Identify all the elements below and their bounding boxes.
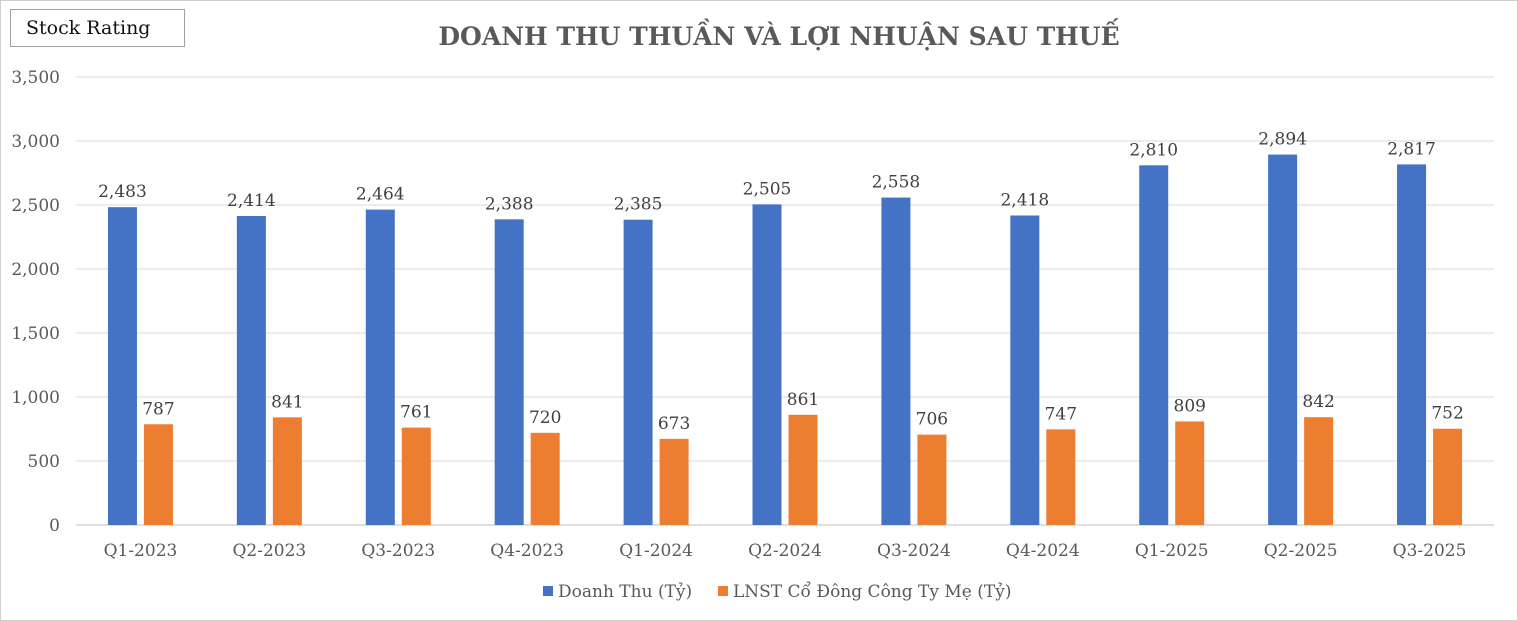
revenue-bar[interactable] bbox=[752, 204, 782, 526]
x-tick-label: Q2-2025 bbox=[1264, 541, 1338, 561]
profit-data-label: 861 bbox=[787, 390, 819, 410]
revenue-data-label: 2,385 bbox=[614, 195, 663, 215]
profit-data-label: 752 bbox=[1431, 404, 1463, 424]
y-tick-label: 1,500 bbox=[11, 324, 60, 344]
x-tick-label: Q4-2024 bbox=[1006, 541, 1080, 561]
y-tick-label: 2,000 bbox=[11, 260, 60, 280]
revenue-data-label: 2,558 bbox=[872, 173, 921, 193]
profit-bar[interactable] bbox=[1433, 428, 1463, 525]
revenue-bar[interactable] bbox=[236, 216, 266, 525]
legend[interactable]: Doanh Thu (Tỷ) LNST Cổ Đông Công Ty Mẹ (T… bbox=[543, 582, 1011, 602]
revenue-data-label: 2,388 bbox=[485, 194, 534, 214]
revenue-bar[interactable] bbox=[1268, 154, 1298, 525]
revenue-data-label: 2,414 bbox=[227, 191, 276, 211]
profit-data-label: 706 bbox=[916, 410, 948, 430]
revenue-data-label: 2,464 bbox=[356, 185, 405, 205]
revenue-legend-label[interactable]: Doanh Thu (Tỷ) bbox=[558, 582, 692, 602]
data-labels: 2,483 787 2,414 841 2,464 761 2,388 720 2,385 673… bbox=[98, 130, 1464, 434]
revenue-bar[interactable] bbox=[1010, 215, 1040, 525]
x-tick-label: Q3-2025 bbox=[1393, 541, 1467, 561]
revenue-data-label: 2,810 bbox=[1129, 140, 1178, 160]
revenue-bar[interactable] bbox=[1397, 164, 1427, 525]
bars bbox=[107, 154, 1463, 526]
revenue-bar[interactable] bbox=[365, 209, 395, 525]
profit-bar[interactable] bbox=[401, 427, 431, 525]
x-tick-label: Q2-2024 bbox=[748, 541, 822, 561]
revenue-legend-swatch bbox=[543, 586, 553, 596]
y-tick-label: 500 bbox=[28, 452, 60, 472]
y-tick-label: 0 bbox=[49, 516, 60, 536]
y-tick-label: 3,000 bbox=[11, 132, 60, 152]
revenue-data-label: 2,817 bbox=[1387, 139, 1436, 159]
stock-rating-badge[interactable]: Stock Rating bbox=[10, 9, 185, 47]
x-tick-label: Q1-2023 bbox=[104, 541, 178, 561]
profit-bar[interactable] bbox=[143, 424, 173, 525]
x-tick-label: Q3-2023 bbox=[361, 541, 435, 561]
x-tick-label: Q1-2025 bbox=[1135, 541, 1209, 561]
revenue-bar[interactable] bbox=[107, 207, 137, 525]
profit-data-label: 841 bbox=[271, 392, 303, 412]
revenue-data-label: 2,483 bbox=[98, 182, 147, 202]
profit-data-label: 842 bbox=[1302, 392, 1334, 412]
profit-bar[interactable] bbox=[1046, 429, 1076, 525]
profit-bar[interactable] bbox=[1304, 417, 1334, 525]
profit-data-label: 720 bbox=[529, 408, 561, 428]
profit-bar[interactable] bbox=[530, 432, 560, 525]
x-axis-ticks: Q1-2023 Q2-2023 Q3-2023 Q4-2023 Q1-2024 Q2-20… bbox=[104, 541, 1467, 561]
gridlines bbox=[76, 76, 1494, 526]
profit-bar[interactable] bbox=[272, 417, 302, 525]
revenue-bar[interactable] bbox=[1139, 165, 1169, 525]
y-tick-label: 3,500 bbox=[11, 68, 60, 88]
profit-data-label: 673 bbox=[658, 414, 690, 434]
y-tick-label: 1,000 bbox=[11, 388, 60, 408]
revenue-data-label: 2,418 bbox=[1000, 190, 1049, 210]
x-tick-label: Q3-2024 bbox=[877, 541, 951, 561]
x-tick-label: Q2-2023 bbox=[232, 541, 306, 561]
profit-bar[interactable] bbox=[659, 438, 689, 525]
profit-legend-swatch bbox=[718, 586, 728, 596]
profit-data-label: 787 bbox=[142, 399, 174, 419]
revenue-bar[interactable] bbox=[623, 219, 653, 525]
profit-data-label: 809 bbox=[1174, 396, 1206, 416]
profit-bar[interactable] bbox=[1175, 421, 1205, 525]
revenue-data-label: 2,894 bbox=[1258, 130, 1307, 150]
profit-bar[interactable] bbox=[788, 414, 818, 525]
x-tick-label: Q1-2024 bbox=[619, 541, 693, 561]
revenue-bar[interactable] bbox=[494, 219, 524, 525]
chart-title: DOANH THU THUẦN VÀ LỢI NHUẬN SAU THUẾ bbox=[438, 19, 1119, 51]
revenue-bar[interactable] bbox=[881, 197, 911, 526]
revenue-data-label: 2,505 bbox=[743, 179, 792, 199]
profit-data-label: 747 bbox=[1045, 404, 1077, 424]
profit-bar[interactable] bbox=[917, 434, 947, 525]
profit-legend-label[interactable]: LNST Cổ Đông Công Ty Mẹ (Tỷ) bbox=[733, 582, 1011, 602]
x-tick-label: Q4-2023 bbox=[490, 541, 564, 561]
y-tick-label: 2,500 bbox=[11, 196, 60, 216]
y-axis-ticks: 0 500 1,000 1,500 2,000 2,500 3,000 3,500 bbox=[11, 68, 60, 536]
profit-data-label: 761 bbox=[400, 403, 432, 423]
